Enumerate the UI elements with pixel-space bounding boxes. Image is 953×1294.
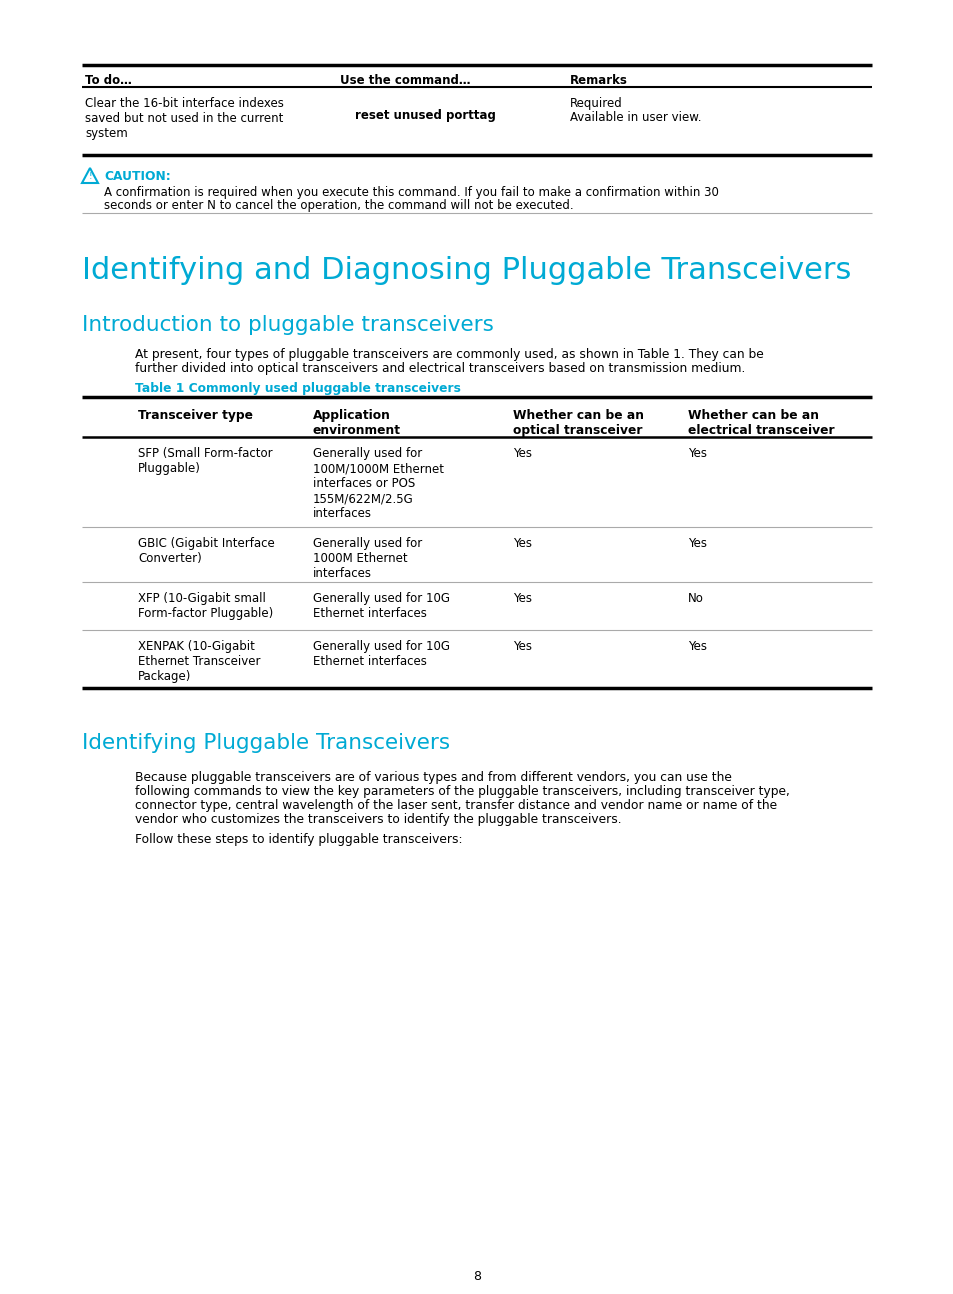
Text: Generally used for
1000M Ethernet
interfaces: Generally used for 1000M Ethernet interf… [313,537,422,580]
Text: Yes: Yes [513,537,532,550]
Text: Available in user view.: Available in user view. [569,111,700,124]
Text: A confirmation is required when you execute this command. If you fail to make a : A confirmation is required when you exec… [104,186,719,199]
Text: connector type, central wavelength of the laser sent, transfer distance and vend: connector type, central wavelength of th… [135,798,777,813]
Text: following commands to view the key parameters of the pluggable transceivers, inc: following commands to view the key param… [135,785,789,798]
Text: XENPAK (10-Gigabit
Ethernet Transceiver
Package): XENPAK (10-Gigabit Ethernet Transceiver … [138,641,260,683]
Text: SFP (Small Form-factor
Pluggable): SFP (Small Form-factor Pluggable) [138,446,273,475]
Text: Yes: Yes [513,641,532,653]
Text: Because pluggable transceivers are of various types and from different vendors, : Because pluggable transceivers are of va… [135,771,731,784]
Text: Application
environment: Application environment [313,409,400,437]
Text: At present, four types of pluggable transceivers are commonly used, as shown in : At present, four types of pluggable tran… [135,348,763,361]
Text: Whether can be an
electrical transceiver: Whether can be an electrical transceiver [687,409,834,437]
Text: Yes: Yes [687,537,706,550]
Text: No: No [687,591,703,606]
Text: seconds or enter N to cancel the operation, the command will not be executed.: seconds or enter N to cancel the operati… [104,199,573,212]
Text: CAUTION:: CAUTION: [104,170,171,182]
Text: Use the command…: Use the command… [339,74,470,87]
Text: Required: Required [569,97,622,110]
Text: 8: 8 [473,1269,480,1282]
Text: Generally used for
100M/1000M Ethernet
interfaces or POS
155M/622M/2.5G
interfac: Generally used for 100M/1000M Ethernet i… [313,446,443,520]
Text: Generally used for 10G
Ethernet interfaces: Generally used for 10G Ethernet interfac… [313,591,450,620]
Text: Yes: Yes [687,446,706,459]
Text: GBIC (Gigabit Interface
Converter): GBIC (Gigabit Interface Converter) [138,537,274,565]
Text: vendor who customizes the transceivers to identify the pluggable transceivers.: vendor who customizes the transceivers t… [135,813,621,826]
Text: Transceiver type: Transceiver type [138,409,253,422]
Text: Identifying Pluggable Transceivers: Identifying Pluggable Transceivers [82,732,450,753]
Text: To do…: To do… [85,74,132,87]
Text: Yes: Yes [513,446,532,459]
Text: Whether can be an
optical transceiver: Whether can be an optical transceiver [513,409,643,437]
Text: Remarks: Remarks [569,74,627,87]
Text: Table 1 Commonly used pluggable transceivers: Table 1 Commonly used pluggable transcei… [135,382,460,395]
Text: Clear the 16-bit interface indexes
saved but not used in the current
system: Clear the 16-bit interface indexes saved… [85,97,284,140]
Text: Identifying and Diagnosing Pluggable Transceivers: Identifying and Diagnosing Pluggable Tra… [82,256,850,285]
Text: Generally used for 10G
Ethernet interfaces: Generally used for 10G Ethernet interfac… [313,641,450,668]
Text: further divided into optical transceivers and electrical transceivers based on t: further divided into optical transceiver… [135,362,744,375]
Text: reset unused porttag: reset unused porttag [355,109,496,122]
Text: Yes: Yes [513,591,532,606]
Text: XFP (10-Gigabit small
Form-factor Pluggable): XFP (10-Gigabit small Form-factor Plugga… [138,591,273,620]
Text: !: ! [88,172,91,181]
Text: Yes: Yes [687,641,706,653]
Text: Follow these steps to identify pluggable transceivers:: Follow these steps to identify pluggable… [135,833,462,846]
Text: Introduction to pluggable transceivers: Introduction to pluggable transceivers [82,314,494,335]
